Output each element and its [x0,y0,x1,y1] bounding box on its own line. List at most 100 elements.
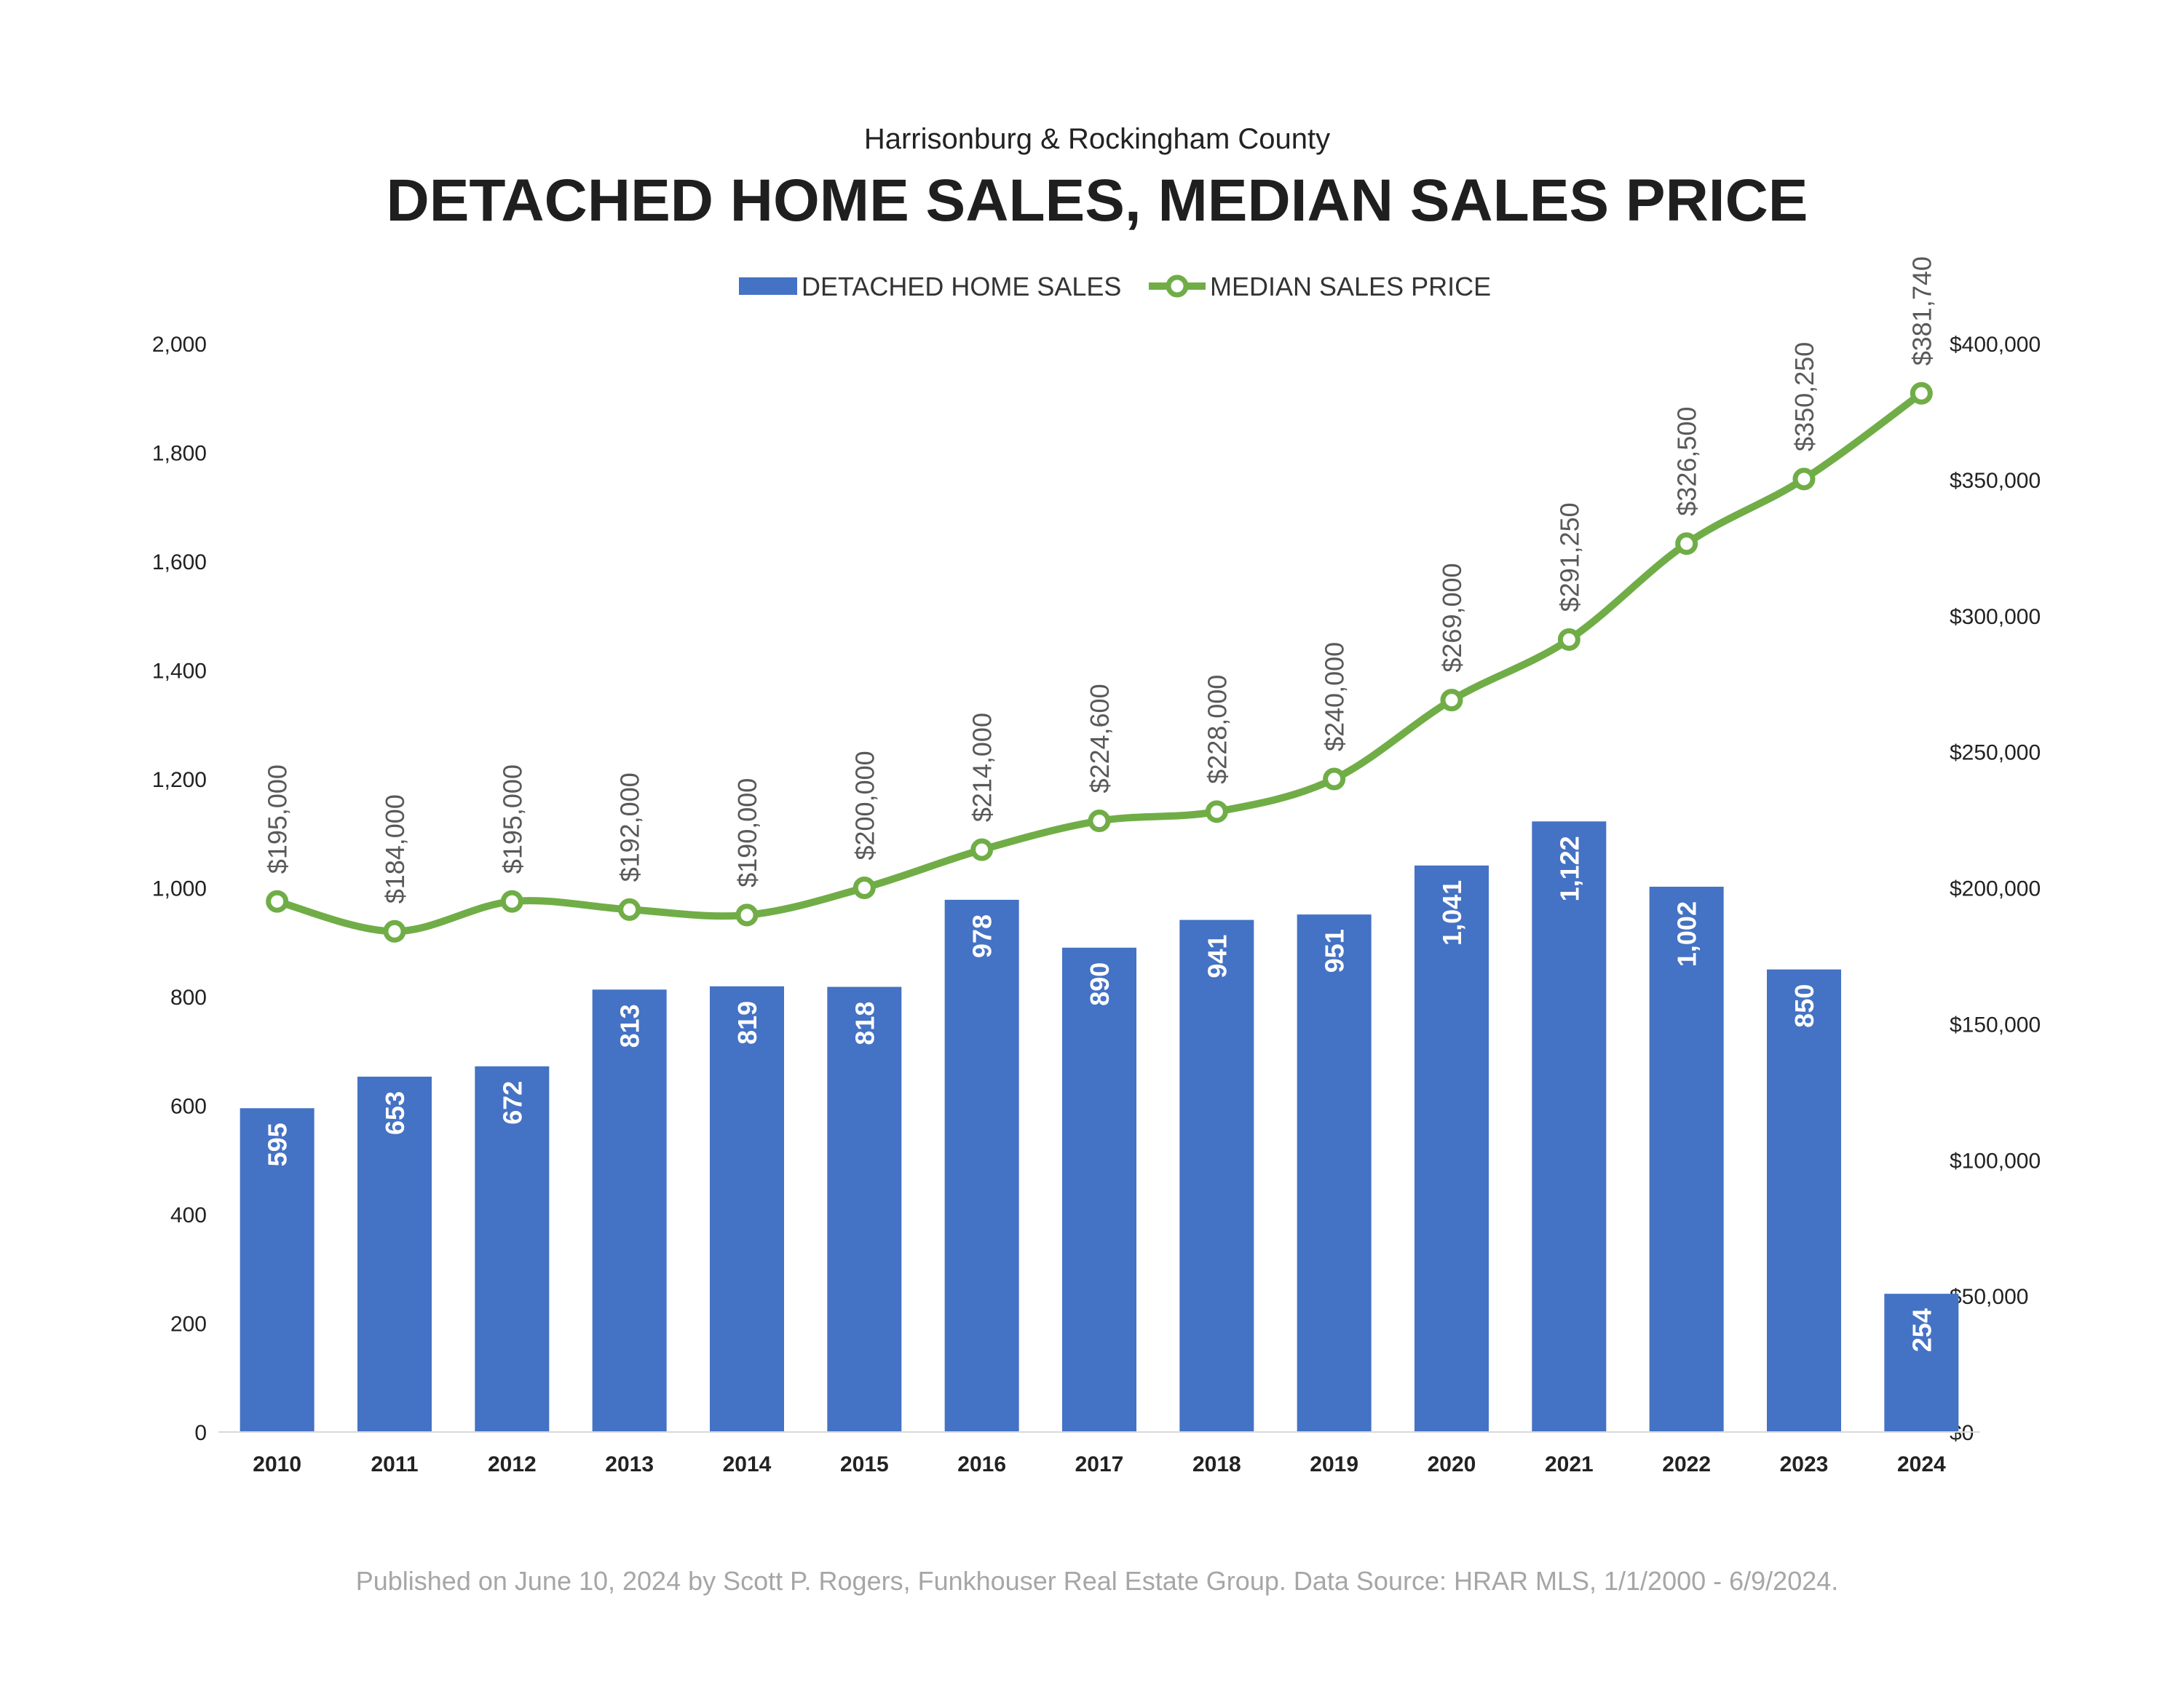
x-axis-tick-label: 2014 [723,1452,772,1476]
x-axis-tick-label: 2021 [1545,1452,1594,1476]
median-price-marker [1910,381,1933,405]
bar-data-label: 890 [1085,962,1115,1006]
price-data-label: $190,000 [732,778,762,887]
median-price-marker [383,919,406,943]
price-data-label: $291,250 [1554,502,1584,612]
bar-data-label: 978 [968,914,997,958]
bar [357,1076,432,1432]
price-data-label: $192,000 [615,772,645,882]
median-price-marker [852,877,876,899]
bar [240,1108,314,1432]
price-data-label: $240,000 [1320,642,1350,751]
left-axis-tick-label: 1,600 [152,550,207,574]
x-axis-tick-label: 2013 [605,1452,654,1476]
bar-data-label: 1,041 [1437,880,1467,946]
legend: DETACHED HOME SALES MEDIAN SALES PRICE [739,272,1491,301]
bar [827,986,902,1432]
median-price-marker [266,890,289,913]
chart-footer: Published on June 10, 2024 by Scott P. R… [356,1566,1839,1596]
bar [710,986,784,1432]
median-price-marker [1088,810,1111,833]
left-axis-tick-label: 400 [170,1203,207,1227]
right-axis-tick-label: $400,000 [1950,333,2041,357]
right-axis-tick-label: $250,000 [1950,741,2041,765]
bar [592,989,667,1432]
bar-data-label: 595 [263,1123,293,1166]
price-data-label: $350,250 [1789,342,1819,451]
median-price-marker [618,898,641,921]
bar-data-label: 819 [732,1001,762,1045]
x-axis-tick-label: 2012 [488,1452,537,1476]
left-axis-tick-label: 1,800 [152,442,207,466]
right-axis-tick-label: $200,000 [1950,877,2041,901]
price-data-label: $326,500 [1672,407,1702,516]
price-data-label: $381,740 [1907,256,1936,365]
median-price-marker [1675,532,1698,555]
x-axis-tick-label: 2011 [371,1452,418,1476]
bar-data-label: 254 [1907,1308,1936,1352]
x-axis-tick-label: 2010 [253,1452,301,1476]
bar-data-label: 818 [850,1002,879,1045]
bar-data-label: 1,002 [1672,901,1702,967]
left-axis-tick-label: 600 [170,1095,207,1119]
right-axis-tick-label: $300,000 [1950,605,2041,629]
price-data-label: $200,000 [850,751,879,860]
bar [1062,947,1136,1432]
price-data-label: $224,600 [1085,684,1115,793]
chart-title: DETACHED HOME SALES, MEDIAN SALES PRICE [387,167,1808,234]
right-axis-tick-label: $350,000 [1950,469,2041,493]
right-axis-tick-label: $150,000 [1950,1013,2041,1037]
bar [944,899,1019,1432]
bar [1532,821,1607,1432]
price-data-label: $195,000 [263,764,293,874]
legend-bar-swatch [739,277,797,295]
left-axis-tick-label: 800 [170,986,207,1010]
bar [1415,865,1489,1432]
median-price-marker [1323,767,1346,791]
left-axis-tick-label: 1,200 [152,768,207,792]
legend-line-marker [1166,274,1189,298]
bar [1649,887,1724,1432]
median-price-marker [735,903,759,927]
x-axis-tick-label: 2015 [840,1452,889,1476]
left-axis-tick-label: 1,000 [152,877,207,901]
median-price-line [273,389,1926,936]
bar [475,1066,550,1432]
plot-area: 0 200 400 600 800 1,000 1,200 1,400 1,600 1,800 2,… [152,256,2041,1476]
bar-data-label: 941 [1202,935,1232,978]
bar-data-label: 653 [380,1091,410,1135]
x-axis-tick-label: 2018 [1192,1452,1241,1476]
right-axis-tick-label: $100,000 [1950,1149,2041,1173]
price-data-label: $269,000 [1437,563,1467,672]
price-data-label: $228,000 [1202,675,1232,784]
median-price-marker [970,838,994,861]
bar-data-label: 813 [615,1004,645,1048]
bar-data-label: 672 [497,1081,527,1125]
x-axis-tick-label: 2017 [1075,1452,1124,1476]
left-axis-tick-label: 0 [194,1421,207,1445]
price-data-label: $214,000 [968,713,997,822]
median-price-marker [500,890,523,913]
left-axis-tick-label: 1,400 [152,660,207,684]
median-price-marker [1205,800,1228,823]
chart-subtitle: Harrisonburg & Rockingham County [864,123,1330,155]
bar-data-label: 1,122 [1554,836,1584,901]
x-axis-tick-label: 2023 [1780,1452,1829,1476]
bar [1884,1294,1959,1432]
legend-bar-label: DETACHED HOME SALES [802,272,1121,301]
median-price-marker [1557,628,1580,651]
median-price-marker [1440,689,1463,712]
bar-data-label: 951 [1320,929,1350,973]
x-axis-tick-label: 2016 [957,1452,1006,1476]
legend-line-label: MEDIAN SALES PRICE [1210,272,1491,301]
price-data-label: $184,000 [380,794,410,903]
x-axis-tick-label: 2024 [1897,1452,1946,1476]
bar [1179,919,1254,1432]
bar [1767,969,1841,1432]
x-axis-tick-label: 2020 [1428,1452,1476,1476]
right-axis-tick-label: $50,000 [1950,1285,2028,1309]
left-axis-tick-label: 2,000 [152,333,207,357]
x-axis-tick-label: 2022 [1662,1452,1711,1476]
